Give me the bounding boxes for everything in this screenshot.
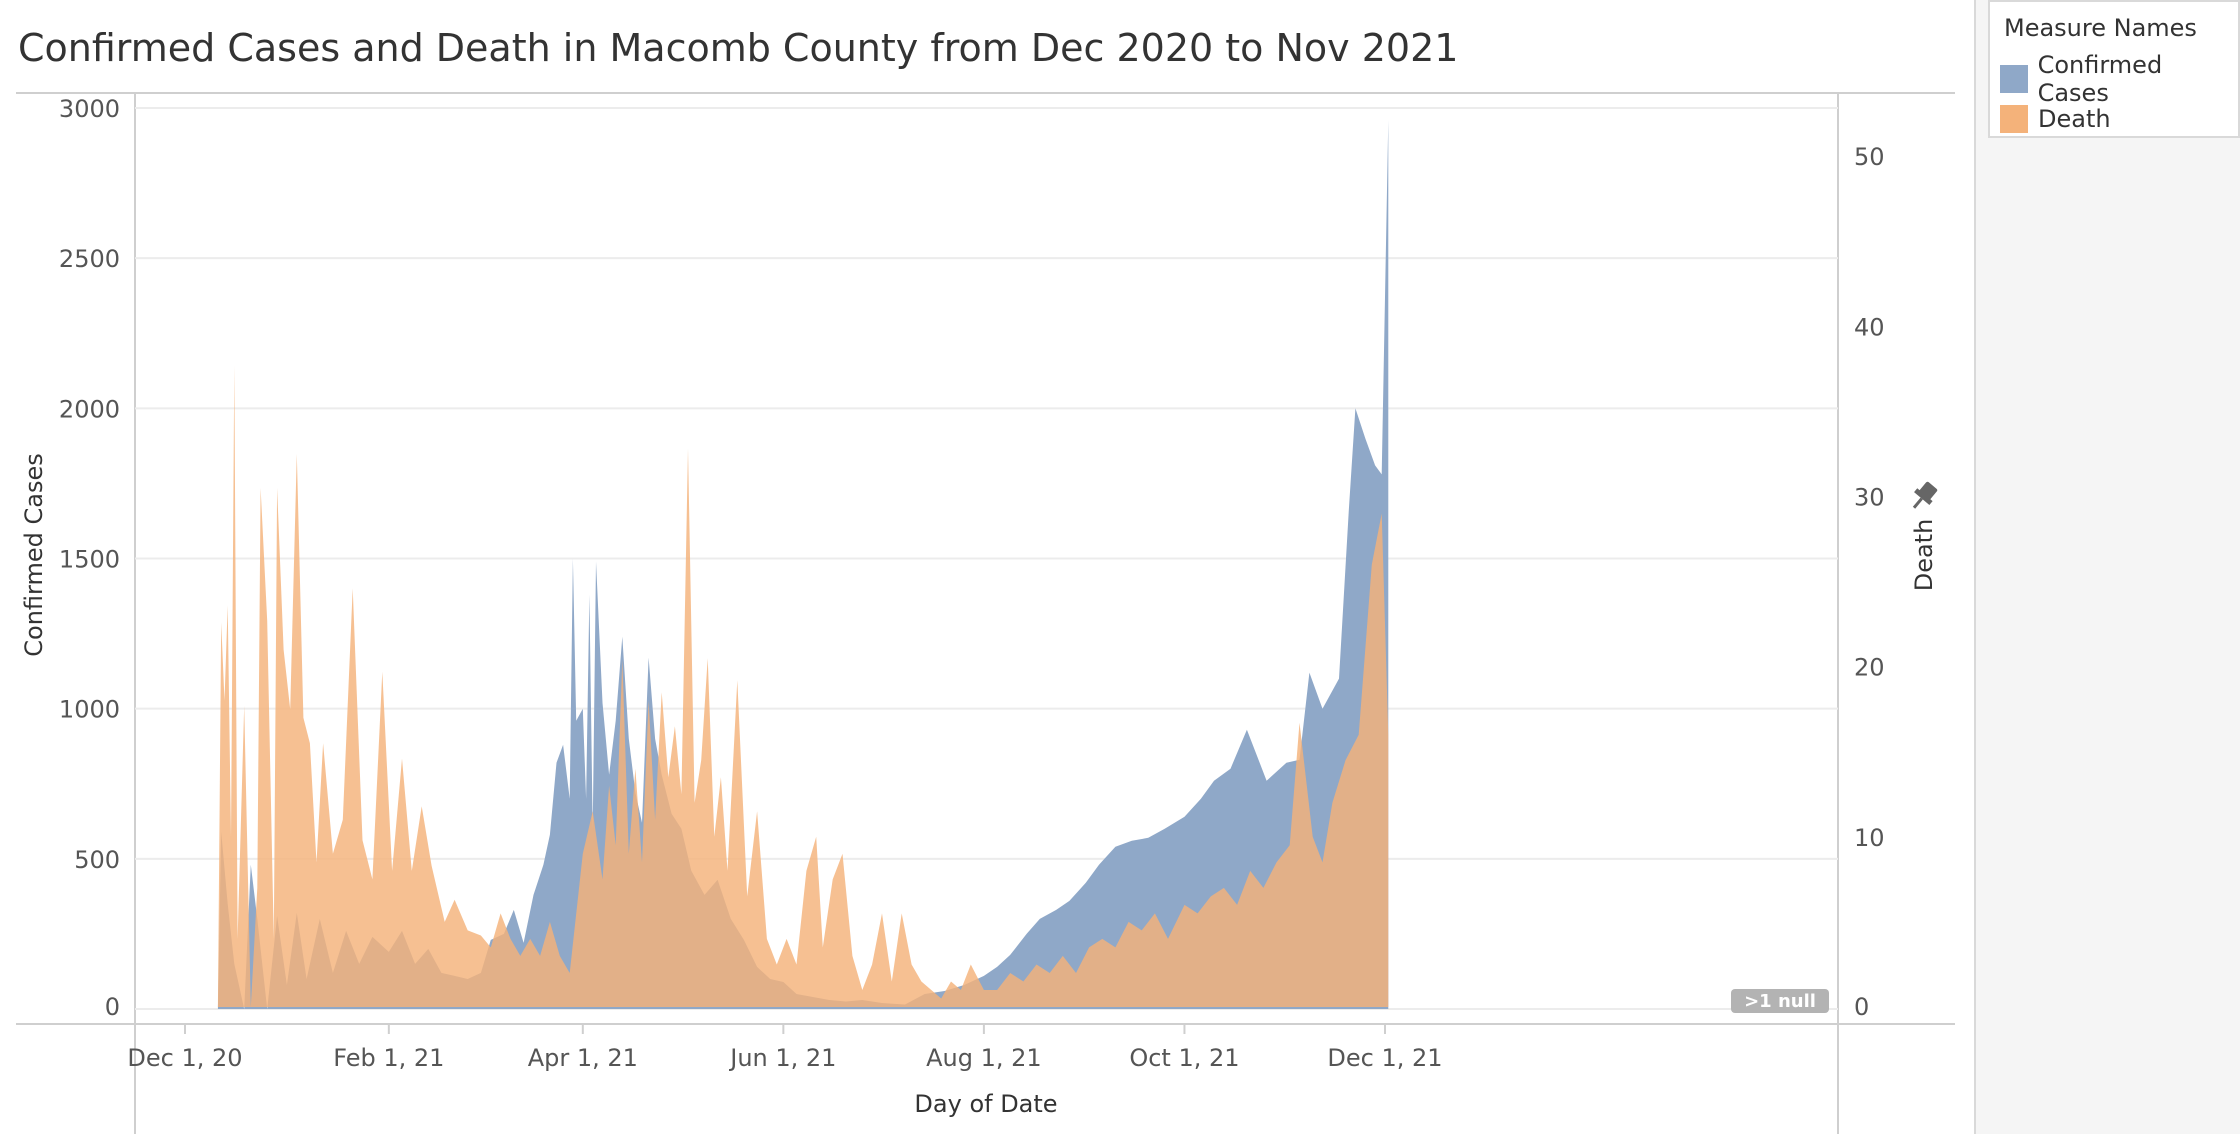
legend-label-confirmed-cases: Confirmed Cases [2037, 51, 2163, 107]
y-tick-label-right: 30 [1854, 483, 1885, 511]
y-tick-label-right: 10 [1854, 824, 1885, 852]
legend-swatch-confirmed-cases [2000, 65, 2028, 93]
legend-label-death: Death [2038, 105, 2111, 133]
y-tick-label-right: 20 [1854, 654, 1885, 682]
x-tick-label: Aug 1, 21 [926, 1044, 1042, 1072]
y-tick-label-left: 2500 [59, 245, 120, 273]
area-series [217, 120, 1389, 1009]
side-panel [1974, 0, 2240, 1134]
area-death[interactable] [217, 365, 1389, 1008]
x-tick-label: Feb 1, 21 [333, 1044, 444, 1072]
legend: Measure Names Confirmed Cases Death [1988, 0, 2240, 138]
x-tick-label: Apr 1, 21 [528, 1044, 638, 1072]
x-tick-label: Dec 1, 20 [127, 1044, 242, 1072]
null-indicator-label: >1 null [1744, 991, 1816, 1012]
x-axis-ticks: Dec 1, 20 Feb 1, 21 Apr 1, 21 Jun 1, 21 Aug … [127, 1024, 1443, 1072]
y-axis-label-left: Confirmed Cases [20, 453, 48, 656]
y-tick-label-left: 1000 [59, 696, 120, 724]
legend-item-death[interactable]: Death [2000, 104, 2111, 134]
legend-swatch-death [2000, 105, 2028, 133]
legend-item-confirmed-cases[interactable]: Confirmed Cases [2000, 51, 2238, 107]
right-y-axis-ticks: 0 10 20 30 40 50 [1854, 143, 1885, 1021]
chart-frame [16, 92, 1955, 1134]
y-tick-label-left: 1500 [59, 546, 120, 574]
y-tick-label-right: 50 [1854, 143, 1885, 171]
chart-title: Confirmed Cases and Death in Macomb Coun… [18, 26, 1458, 70]
x-tick-label: Dec 1, 21 [1327, 1044, 1442, 1072]
left-y-axis-ticks: 0 500 1000 1500 2000 2500 3000 [59, 95, 120, 1021]
x-tick-label: Jun 1, 21 [728, 1044, 836, 1072]
pin-icon[interactable] [1906, 479, 1940, 514]
y-tick-label-left: 0 [105, 993, 120, 1021]
y-tick-label-left: 500 [74, 846, 120, 874]
y-axis-label-right: Death [1910, 519, 1938, 592]
x-axis-label: Day of Date [914, 1090, 1057, 1118]
x-tick-label: Oct 1, 21 [1129, 1044, 1239, 1072]
y-tick-label-left: 3000 [59, 95, 120, 123]
y-tick-label-right: 40 [1854, 313, 1885, 341]
y-tick-label-left: 2000 [59, 395, 120, 423]
null-indicator[interactable]: >1 null [1731, 989, 1829, 1013]
legend-title: Measure Names [2004, 14, 2197, 42]
y-tick-label-right: 0 [1854, 993, 1869, 1021]
